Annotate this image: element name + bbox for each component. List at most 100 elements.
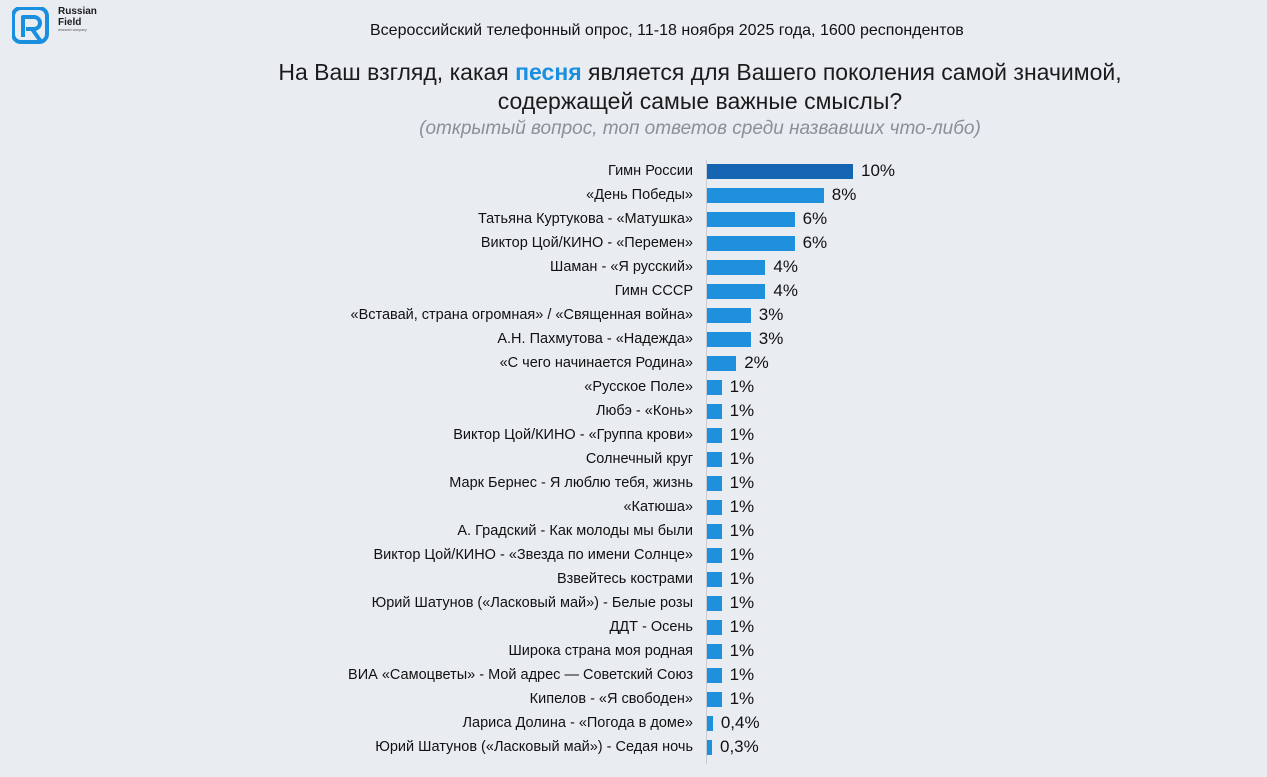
bar (707, 596, 722, 611)
bar-row: Гимн СССР 4% (0, 280, 1000, 304)
bar-row: ДДТ - Осень 1% (0, 616, 1000, 640)
bar-row: «Катюша» 1% (0, 496, 1000, 520)
bar-row: «С чего начинается Родина» 2% (0, 352, 1000, 376)
bar-row: Любэ - «Конь» 1% (0, 400, 1000, 424)
bar-row: Солнечный круг 1% (0, 448, 1000, 472)
bar (707, 572, 722, 587)
category-label: ВИА «Самоцветы» - Мой адрес — Советский … (348, 667, 693, 683)
value-label: 1% (729, 425, 755, 444)
bar-row: Марк Бернес - Я люблю тебя, жизнь 1% (0, 472, 1000, 496)
value-label: 3% (758, 305, 784, 324)
bar-row: Виктор Цой/КИНО - «Группа крови» 1% (0, 424, 1000, 448)
bar-row: Шаман - «Я русский» 4% (0, 256, 1000, 280)
bar (707, 284, 766, 299)
value-label: 1% (729, 545, 755, 564)
value-label: 1% (729, 521, 755, 540)
bar-row: «Русское Поле» 1% (0, 376, 1000, 400)
category-label: А. Градский - Как молоды мы были (457, 523, 693, 539)
chart-title: На Ваш взгляд, какая песня является для … (150, 58, 1250, 116)
bar-row: А. Градский - Как молоды мы были 1% (0, 520, 1000, 544)
bar (707, 620, 722, 635)
value-label: 1% (729, 617, 755, 636)
title-highlight: песня (515, 59, 582, 85)
category-label: Виктор Цой/КИНО - «Звезда по имени Солнц… (373, 547, 694, 563)
category-label: Юрий Шатунов («Ласковый май») - Седая но… (375, 739, 693, 755)
bar-row: А.Н. Пахмутова - «Надежда» 3% (0, 328, 1000, 352)
chart-subtitle: (открытый вопрос, топ ответов среди назв… (419, 118, 981, 139)
bar-row: ВИА «Самоцветы» - Мой адрес — Советский … (0, 664, 1000, 688)
category-label: «Русское Поле» (584, 379, 693, 395)
chart-axis-line (706, 160, 707, 764)
title-part-1: На Ваш взгляд, какая (278, 59, 516, 85)
value-label: 0,4% (720, 713, 760, 732)
survey-info: Всероссийский телефонный опрос, 11-18 но… (370, 22, 964, 39)
value-label: 1% (729, 377, 755, 396)
category-label: Гимн СССР (614, 283, 693, 299)
bar (707, 668, 722, 683)
value-label: 4% (773, 257, 798, 276)
category-label: Шаман - «Я русский» (550, 259, 693, 275)
bar (707, 236, 795, 251)
value-label: 1% (729, 401, 755, 420)
category-label: Виктор Цой/КИНО - «Перемен» (480, 235, 693, 251)
bar (707, 500, 722, 515)
category-label: А.Н. Пахмутова - «Надежда» (497, 331, 693, 347)
value-label: 6% (802, 233, 828, 252)
bar (707, 380, 722, 395)
title-part-3: содержащей самые важные смыслы? (497, 88, 903, 114)
value-label: 1% (729, 641, 755, 660)
category-label: Виктор Цой/КИНО - «Группа крови» (453, 427, 693, 443)
brand-name-line1: Russian (58, 6, 97, 17)
brand-logo: Russian Field research company (12, 6, 97, 47)
bar (707, 644, 722, 659)
bar (707, 260, 766, 275)
bar (707, 308, 751, 323)
value-label: 1% (729, 473, 755, 492)
bar (707, 692, 722, 707)
bar-row: Юрий Шатунов («Ласковый май») - Белые ро… (0, 592, 1000, 616)
bar-chart: Гимн России 10% «День Победы» 8% Татьяна Кур… (0, 160, 1267, 770)
bar-row: Кипелов - «Я свободен» 1% (0, 688, 1000, 712)
bar-row: Широка страна моя родная 1% (0, 640, 1000, 664)
value-label: 0,3% (720, 737, 759, 756)
category-label: «Вставай, страна огромная» / «Священная … (350, 307, 694, 323)
bar (707, 428, 722, 443)
bar-row: «Вставай, страна огромная» / «Священная … (0, 304, 1000, 328)
bar (707, 476, 722, 491)
category-label: «С чего начинается Родина» (499, 355, 693, 371)
category-label: Взвейтесь кострами (556, 571, 693, 587)
category-label: «Катюша» (623, 499, 693, 515)
bar (707, 524, 722, 539)
bar (707, 188, 824, 203)
bar-row: Лариса Долина - «Погода в доме» 0,4% (0, 712, 1000, 736)
bar-row: Гимн России 10% (0, 160, 1000, 184)
category-label: Юрий Шатунов («Ласковый май») - Белые ро… (371, 595, 693, 611)
category-label: Широка страна моя родная (508, 643, 694, 659)
category-label: ДДТ - Осень (609, 619, 693, 635)
value-label: 3% (758, 329, 784, 348)
bar (707, 716, 713, 731)
brand-name-line2: Field (58, 16, 82, 28)
value-label: 1% (729, 497, 755, 516)
bar-row: Взвейтесь кострами 1% (0, 568, 1000, 592)
bar (707, 356, 737, 371)
value-label: 1% (729, 593, 755, 612)
category-label: Гимн России (608, 163, 693, 179)
bar (707, 164, 853, 179)
bar (707, 452, 722, 467)
value-label: 6% (802, 209, 828, 228)
category-label: Татьяна Куртукова - «Матушка» (477, 211, 693, 227)
bar (707, 740, 712, 755)
bar (707, 332, 751, 347)
value-label: 1% (729, 569, 755, 588)
bar (707, 212, 795, 227)
value-label: 4% (773, 281, 798, 300)
bar (707, 548, 722, 563)
category-label: Марк Бернес - Я люблю тебя, жизнь (449, 475, 693, 491)
bar-row: Юрий Шатунов («Ласковый май») - Седая но… (0, 736, 1000, 760)
bar-row: Татьяна Куртукова - «Матушка» 6% (0, 208, 1000, 232)
value-label: 1% (729, 449, 755, 468)
category-label: Лариса Долина - «Погода в доме» (462, 715, 693, 731)
value-label: 8% (831, 185, 857, 204)
category-label: Любэ - «Конь» (595, 403, 693, 419)
